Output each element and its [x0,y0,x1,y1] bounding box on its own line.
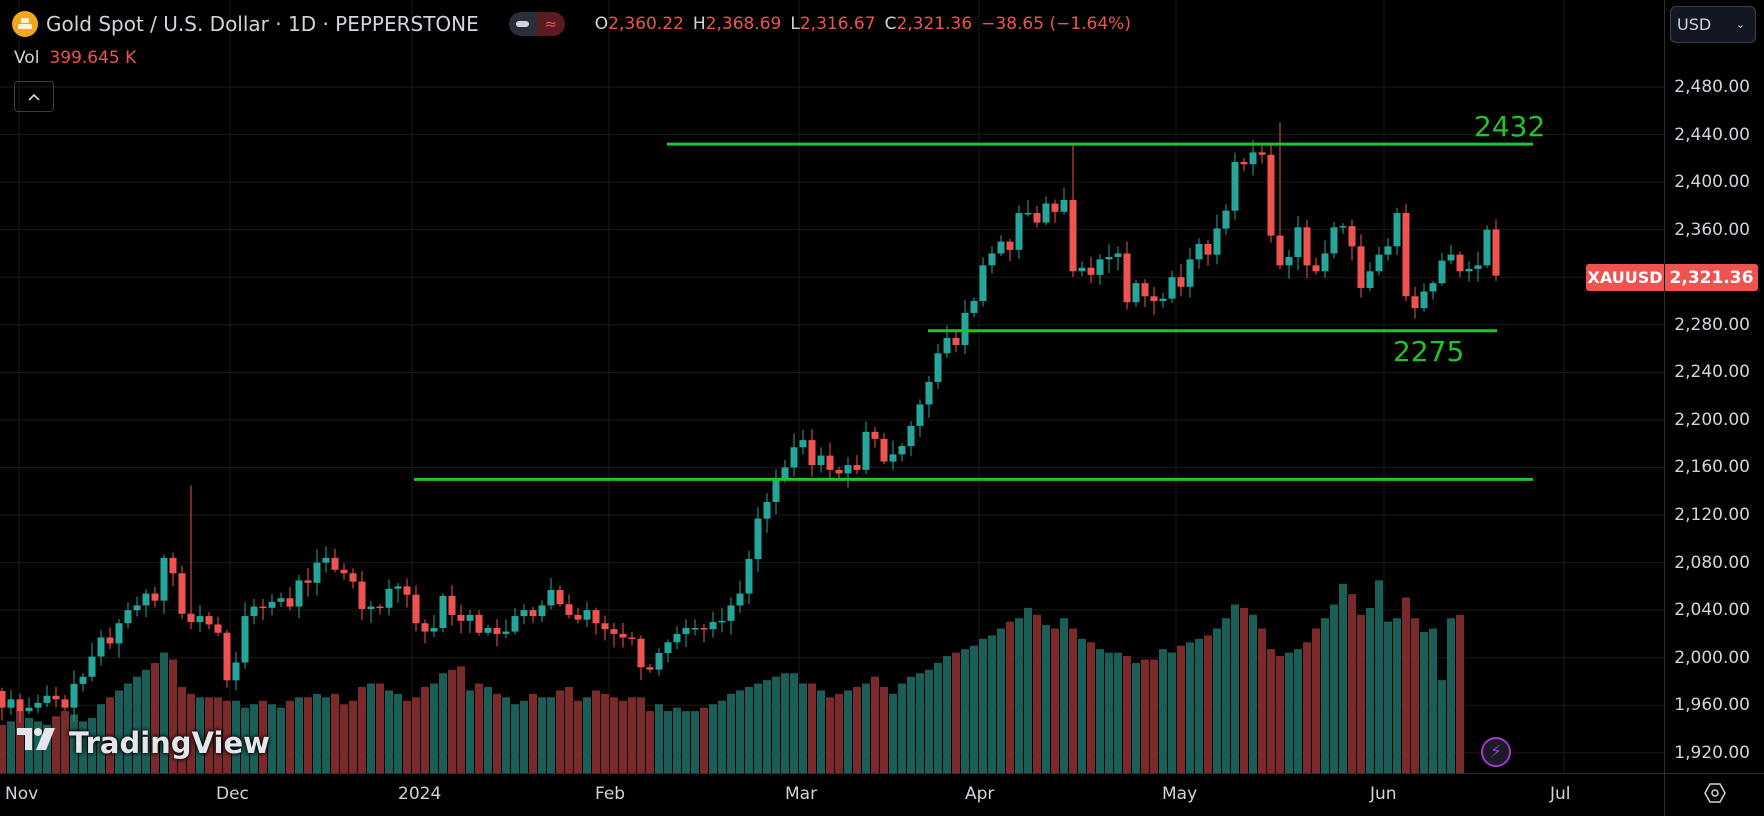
price-tick-label: 2,160.00 [1674,457,1750,478]
change-value: −38.65 (−1.64%) [981,14,1131,34]
symbol-price-tag: XAUUSD [1586,264,1665,291]
price-tick-label: 1,960.00 [1674,695,1750,716]
open-value: 2,360.22 [608,14,684,34]
close-value: 2,321.36 [896,14,973,34]
currency-select[interactable]: USD ⌄ [1670,6,1756,43]
time-tick-label: Jun [1370,784,1397,804]
time-tick-label: Mar [785,784,818,804]
chart-legend: Gold Spot / U.S. Dollar · 1D · PEPPERSTO… [12,9,1131,39]
price-tick-label: 2,120.00 [1674,505,1750,526]
tradingview-wordmark: TradingView [69,725,270,760]
symbol-title[interactable]: Gold Spot / U.S. Dollar · 1D · PEPPERSTO… [46,12,479,36]
price-tick-label: 2,360.00 [1674,219,1750,240]
time-tick-label: Feb [595,784,626,804]
chevron-down-icon: ⌄ [1735,18,1745,31]
approx-icon[interactable]: ≈ [536,12,565,36]
gold-symbol-icon [12,11,38,37]
chevron-up-icon [28,93,40,101]
price-tick-label: 2,040.00 [1674,600,1750,621]
tradingview-watermark[interactable]: TradingView [17,725,270,760]
price-tick-label: 2,240.00 [1674,362,1750,383]
price-tick-label: 2,280.00 [1674,314,1750,335]
minus-icon[interactable] [508,12,537,36]
volume-value: 399.645 K [49,48,137,68]
price-tick-label: 2,400.00 [1674,172,1750,193]
volume-legend: Vol 399.645 K [14,48,136,68]
level-label-2275[interactable]: 2275 [1393,335,1465,368]
ohlc-values: O2,360.22 H2,368.69 L2,316.67 C2,321.36 … [594,14,1131,34]
collapse-legend-button[interactable] [14,81,54,112]
price-tick-label: 2,440.00 [1674,124,1750,145]
time-tick-label: Dec [216,784,249,804]
visibility-toggle-pill[interactable]: ≈ [508,12,565,36]
tradingview-logo-icon [17,725,61,760]
time-tick-label: 2024 [398,784,442,804]
last-price-tag: 2,321.36 [1665,264,1758,291]
low-value: 2,316.67 [799,14,876,34]
price-tick-label: 2,080.00 [1674,552,1750,573]
time-tick-label: Nov [5,784,39,804]
level-label-2432[interactable]: 2432 [1474,110,1546,143]
price-tick-label: 2,000.00 [1674,647,1750,668]
volume-label[interactable]: Vol [14,48,40,68]
price-tick-label: 1,920.00 [1674,742,1750,763]
currency-value: USD [1677,15,1712,34]
price-tick-label: 2,200.00 [1674,409,1750,430]
time-tick-label: Apr [965,784,995,804]
price-tick-label: 2,480.00 [1674,77,1750,97]
high-value: 2,368.69 [705,14,782,34]
lightning-icon[interactable]: ⚡ [1481,737,1511,767]
time-tick-label: Jul [1550,784,1571,804]
time-tick-label: May [1162,784,1198,804]
settings-gear-icon[interactable] [1704,782,1726,804]
